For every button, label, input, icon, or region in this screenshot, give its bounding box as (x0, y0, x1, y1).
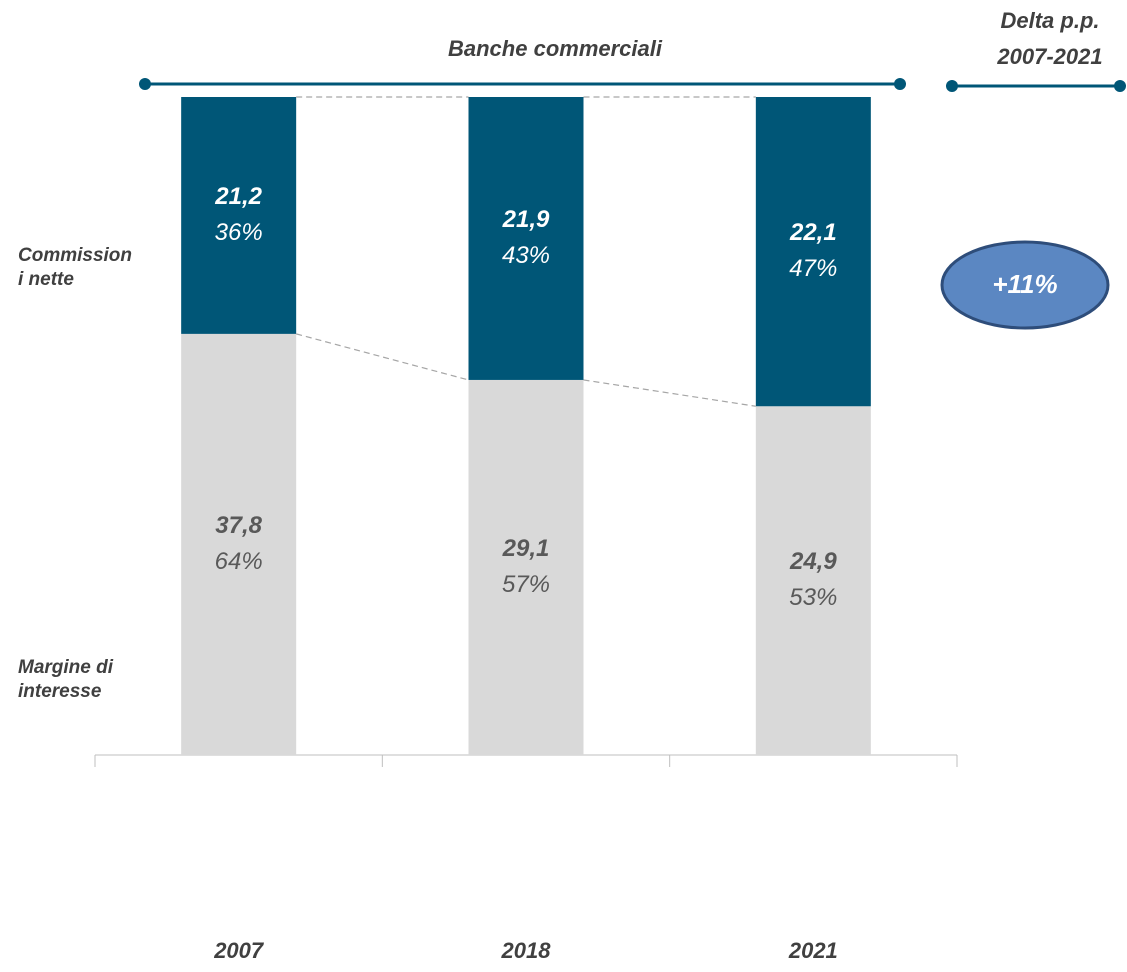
x-tick-label: 2021 (788, 938, 838, 963)
series-label: Margine di interesse (18, 657, 114, 702)
bar-segment (181, 333, 297, 755)
connector (296, 333, 469, 381)
delta-title: 2007-2021 (996, 44, 1102, 69)
x-tick-label: 2018 (501, 938, 552, 963)
connector (583, 379, 756, 407)
amount-label: 37,8 (215, 512, 262, 539)
bar-segment (468, 379, 584, 755)
bar-segment (755, 97, 871, 407)
amount-label: 21,2 (214, 183, 262, 210)
chart-title: Banche commerciali (448, 36, 663, 61)
delta-label: +11% (992, 269, 1057, 299)
value-label: 53% (789, 584, 837, 611)
bar-segment (468, 97, 584, 380)
delta-title: Delta p.p. (1000, 8, 1099, 33)
amount-label: 24,9 (789, 548, 837, 575)
header-dot (139, 78, 151, 90)
delta-dot (1114, 80, 1126, 92)
amount-label: 29,1 (502, 535, 550, 562)
amount-label: 21,9 (502, 206, 550, 233)
value-label: 36% (215, 219, 263, 246)
delta-badge (940, 240, 1110, 330)
delta-dot (946, 80, 958, 92)
header-dot (894, 78, 906, 90)
series-label: Commissioni nette (18, 245, 133, 290)
value-label: 64% (215, 548, 263, 575)
bar-segment (755, 406, 871, 755)
bar-segment (181, 97, 297, 334)
x-tick-label: 2007 (213, 938, 265, 963)
value-label: 57% (502, 571, 550, 598)
amount-label: 22,1 (789, 219, 837, 246)
value-label: 47% (789, 255, 837, 282)
value-label: 43% (502, 242, 550, 269)
